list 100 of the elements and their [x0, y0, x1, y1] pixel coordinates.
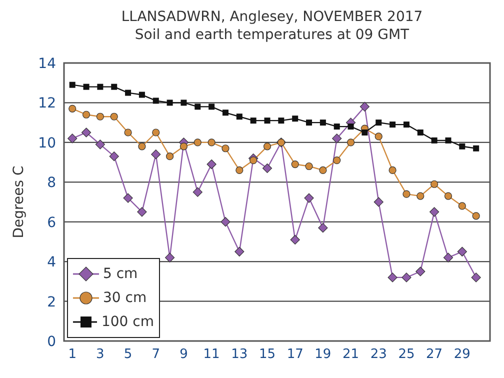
point [459, 143, 466, 150]
point [137, 207, 147, 217]
point [125, 90, 132, 96]
chart-title: LLANSADWRN, Anglesey, NOVEMBER 2017 [120, 8, 424, 26]
point [388, 272, 398, 282]
x-tick-label: 7 [152, 347, 160, 362]
point [318, 223, 328, 233]
point [208, 138, 216, 146]
y-tick-label: 10 [38, 135, 56, 152]
point [390, 122, 396, 128]
point [222, 144, 230, 152]
point [374, 132, 382, 140]
point [319, 166, 327, 174]
point [388, 166, 396, 174]
y-tick-label: 12 [38, 96, 56, 112]
point [376, 120, 382, 126]
point [68, 134, 78, 144]
point [278, 118, 284, 124]
point [110, 112, 118, 120]
point [97, 84, 104, 90]
point [250, 118, 256, 124]
point [444, 192, 452, 200]
point [124, 128, 132, 136]
x-tick-label: 3 [96, 347, 104, 362]
x-tick-label: 21 [342, 347, 360, 362]
x-tick-label: 25 [398, 347, 415, 362]
point [208, 104, 215, 110]
point [152, 128, 160, 136]
y-tick-label: 2 [47, 294, 56, 310]
point [234, 246, 244, 256]
point [68, 104, 76, 112]
point [236, 166, 244, 174]
point [472, 212, 480, 220]
point [333, 156, 341, 164]
point [69, 82, 76, 88]
x-tick-label: 23 [370, 347, 387, 362]
point [292, 116, 298, 122]
x-tick-label: 11 [203, 347, 220, 362]
point [220, 217, 230, 227]
point [362, 130, 368, 136]
point [262, 163, 272, 174]
x-tick-label: 5 [124, 347, 132, 362]
point [151, 150, 161, 160]
point [83, 84, 90, 90]
point [180, 142, 188, 150]
point [402, 190, 410, 198]
point [194, 138, 202, 146]
point [82, 110, 90, 118]
point [250, 156, 258, 164]
point [111, 84, 118, 90]
point [180, 100, 187, 106]
point [430, 207, 440, 217]
point [374, 197, 384, 207]
point [81, 128, 92, 138]
point [402, 272, 412, 282]
point [96, 112, 104, 120]
point [291, 160, 299, 168]
y-tick-label: 8 [47, 175, 56, 192]
point [123, 193, 133, 203]
legend-label: 5 cm [103, 266, 138, 282]
x-tick-label: 29 [454, 347, 470, 362]
point [109, 152, 119, 162]
y-tick-label: 14 [38, 56, 56, 72]
y-axis-title: Degrees C [10, 166, 27, 238]
point [346, 138, 355, 146]
legend-label: 100 cm [101, 314, 154, 330]
point [222, 110, 228, 116]
point [403, 122, 410, 128]
point [431, 137, 438, 144]
point [138, 92, 145, 98]
x-tick-label: 13 [231, 347, 248, 362]
point [471, 272, 481, 282]
x-tick-label: 17 [286, 347, 304, 362]
x-tick-label: 1 [68, 347, 76, 362]
point [473, 145, 480, 152]
point [304, 193, 314, 203]
point [332, 134, 342, 144]
point [206, 159, 216, 170]
x-tick-label: 15 [258, 347, 276, 362]
point [166, 100, 173, 106]
point [263, 142, 272, 150]
legend-label: 30 cm [103, 290, 147, 306]
chart-subtitle: Soil and earth temperatures at 09 GMT [134, 26, 410, 44]
point [290, 234, 300, 245]
point [165, 252, 175, 262]
point [416, 266, 426, 276]
point [305, 162, 313, 170]
x-tick-label: 9 [180, 347, 188, 362]
point [320, 120, 326, 126]
point [348, 124, 354, 130]
point [306, 120, 312, 126]
point [138, 142, 146, 150]
point [334, 124, 340, 130]
point [416, 192, 424, 200]
point [95, 140, 105, 150]
point [360, 102, 370, 112]
point [417, 130, 424, 136]
point [236, 114, 242, 120]
y-tick-label: 0 [47, 334, 56, 350]
x-tick-label: 19 [314, 347, 332, 362]
